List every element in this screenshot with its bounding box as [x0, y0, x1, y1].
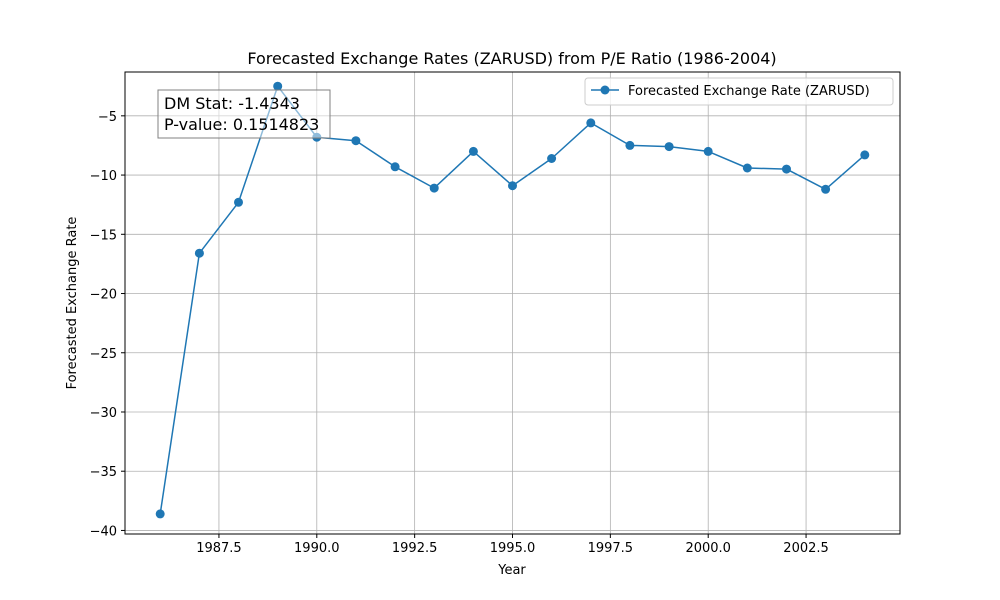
- data-point: [194, 248, 204, 258]
- x-axis-label: Year: [497, 563, 526, 578]
- data-point: [625, 140, 635, 150]
- x-tick-label: 1990.0: [294, 541, 340, 556]
- stats-annotation: DM Stat: -1.4343 P-value: 0.1514823: [157, 89, 331, 139]
- y-tick-label: −20: [90, 288, 117, 303]
- y-tick-label: −10: [90, 169, 117, 184]
- p-value-text: P-value: 0.1514823: [164, 115, 319, 134]
- data-point: [390, 162, 400, 172]
- x-tick-label: 2000.0: [685, 541, 731, 556]
- y-tick-label: −35: [90, 465, 117, 480]
- data-point: [782, 164, 791, 174]
- x-tick-label: 2002.5: [783, 541, 829, 556]
- data-point: [860, 150, 870, 160]
- data-point: [742, 163, 752, 173]
- legend-box: [584, 77, 894, 106]
- legend-label: Forecasted Exchange Rate (ZARUSD): [628, 84, 870, 99]
- data-point: [234, 197, 243, 207]
- y-axis-label: Forecasted Exchange Rate: [65, 217, 80, 390]
- data-point: [273, 81, 283, 91]
- data-point: [821, 184, 831, 194]
- y-tick-label: −5: [98, 110, 117, 125]
- data-point: [155, 509, 165, 519]
- x-tick-label: 1997.5: [588, 541, 634, 556]
- series-layer: [155, 81, 870, 519]
- data-point: [429, 183, 439, 193]
- x-tick-label: 1992.5: [392, 541, 438, 556]
- data-point: [703, 146, 713, 156]
- y-axis-ticks: −5 −10 −15 −20 −25 −30 −35 −40: [90, 110, 125, 539]
- legend-marker-sample: [600, 85, 610, 95]
- y-tick-label: −30: [90, 406, 117, 421]
- x-tick-label: 1995.0: [490, 541, 536, 556]
- data-point: [508, 181, 517, 191]
- legend: Forecasted Exchange Rate (ZARUSD): [584, 77, 894, 106]
- data-point: [586, 118, 596, 128]
- data-point: [468, 146, 478, 156]
- dm-stat-text: DM Stat: -1.4343: [164, 94, 300, 113]
- chart-title: Forecasted Exchange Rates (ZARUSD) from …: [247, 49, 776, 68]
- data-point: [351, 136, 361, 146]
- y-tick-label: −40: [90, 524, 117, 539]
- x-tick-label: 1987.5: [196, 541, 242, 556]
- data-point: [547, 154, 557, 163]
- x-axis-ticks: 1987.5 1990.0 1992.5 1995.0 1997.5 2000.0 2002…: [196, 534, 829, 556]
- stats-annotation-box: [157, 89, 331, 139]
- data-point: [664, 142, 674, 152]
- y-tick-label: −15: [90, 228, 117, 243]
- y-tick-label: −25: [90, 347, 117, 362]
